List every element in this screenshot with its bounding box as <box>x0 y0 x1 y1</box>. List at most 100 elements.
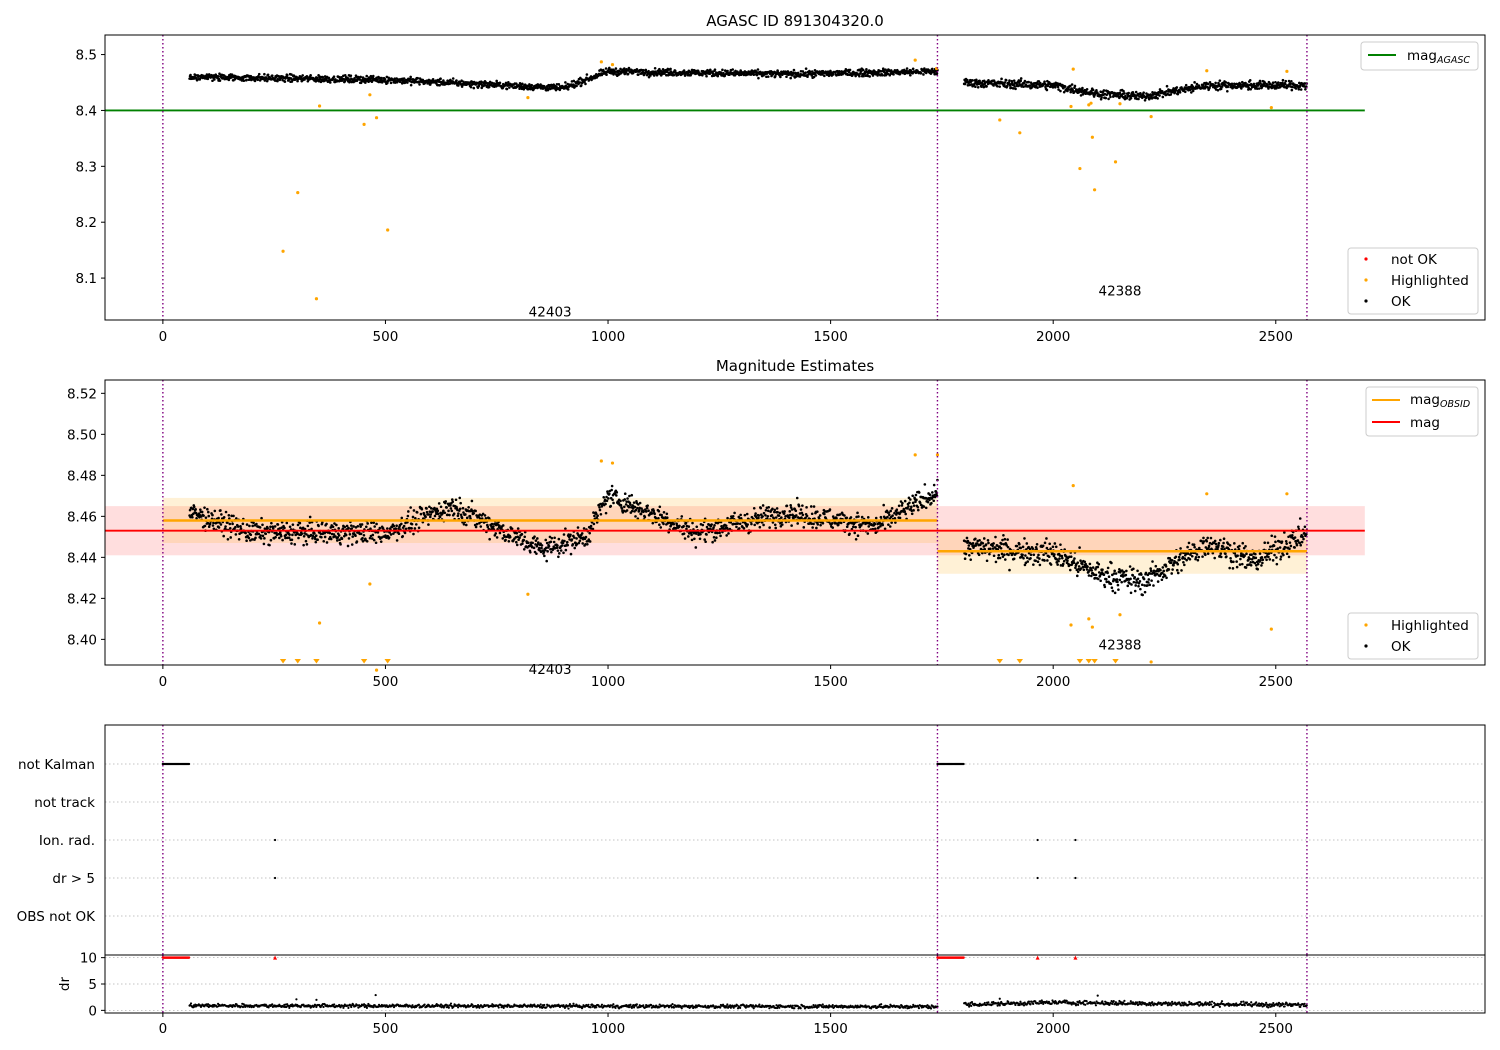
ok-point <box>371 74 375 78</box>
ok-point <box>522 548 526 551</box>
ok-point <box>933 495 937 499</box>
ok-point <box>601 68 605 72</box>
ok-point <box>860 515 864 519</box>
ok-point <box>219 523 223 526</box>
ok-point <box>1061 556 1064 560</box>
ok-point <box>605 499 609 503</box>
ok-point <box>1191 85 1195 88</box>
ok-point <box>706 527 710 531</box>
highlighted-point <box>1205 69 1209 73</box>
ok-point <box>195 76 198 80</box>
ok-point <box>1038 563 1042 567</box>
ok-point <box>350 524 353 527</box>
ok-point <box>1271 559 1275 562</box>
ok-point <box>1073 84 1077 88</box>
ok-point <box>464 523 468 527</box>
ok-point <box>1104 577 1108 581</box>
ok-point <box>319 75 322 79</box>
highlighted-below-marker <box>996 659 1003 664</box>
ok-point <box>1165 84 1169 88</box>
ok-point <box>883 527 887 531</box>
ok-point <box>638 501 642 505</box>
ok-point <box>436 509 440 513</box>
ok-point <box>462 522 466 526</box>
ok-point <box>1022 557 1025 560</box>
ok-point <box>888 525 892 528</box>
y-tick-label: 8.1 <box>76 271 97 287</box>
ok-point <box>1171 568 1174 571</box>
ok-point <box>1282 553 1285 557</box>
highlighted-point <box>1069 623 1073 627</box>
ok-point <box>1019 77 1023 80</box>
ok-point <box>213 509 217 513</box>
ok-point <box>296 532 299 535</box>
ok-point <box>1109 582 1113 586</box>
highlighted-point <box>1205 492 1209 496</box>
ok-point <box>1165 576 1168 580</box>
ok-point <box>354 534 357 537</box>
ok-point <box>1007 553 1010 557</box>
ok-point <box>1281 81 1284 85</box>
ok-point <box>251 524 254 528</box>
ok-point <box>516 527 520 530</box>
ok-point <box>447 509 450 513</box>
ok-point <box>1068 84 1072 88</box>
ok-point <box>1231 567 1235 570</box>
ok-point <box>669 67 672 71</box>
ok-point <box>1250 557 1254 561</box>
ok-point <box>589 524 593 528</box>
ok-point <box>212 521 215 525</box>
ok-point <box>247 536 251 540</box>
ok-point <box>859 70 863 73</box>
ok-point <box>716 531 719 535</box>
ok-point <box>1139 587 1142 591</box>
highlighted-point <box>374 116 379 120</box>
ok-point <box>436 512 440 516</box>
ok-point <box>1134 90 1138 94</box>
ok-point <box>1283 531 1286 534</box>
ok-point <box>705 525 709 529</box>
y-tick-label: 8.4 <box>76 103 97 119</box>
ok-point <box>742 527 746 530</box>
ok-point <box>1249 564 1253 567</box>
ok-point <box>291 523 295 526</box>
ok-point <box>1290 88 1294 92</box>
ok-point <box>266 526 269 530</box>
ok-point <box>1034 559 1037 563</box>
ok-point <box>1174 555 1178 559</box>
highlighted-point <box>1078 166 1082 171</box>
ok-point <box>1274 80 1277 84</box>
ok-point <box>376 531 380 534</box>
ok-point <box>279 534 283 538</box>
ok-point <box>510 527 514 530</box>
ok-point <box>501 86 505 90</box>
ok-point <box>756 521 759 525</box>
ok-point <box>424 515 427 519</box>
ok-point <box>338 75 341 79</box>
ok-point <box>388 531 391 534</box>
ok-point <box>632 501 636 504</box>
ok-point <box>1026 560 1030 563</box>
ok-point <box>287 536 291 540</box>
highlighted-point <box>1118 102 1122 106</box>
ok-point <box>659 526 663 529</box>
panel-agasc-content <box>105 35 1365 320</box>
ok-point <box>682 524 685 528</box>
ok-point <box>1134 584 1137 587</box>
ok-point <box>539 83 542 86</box>
ok-point <box>604 511 608 515</box>
ok-point <box>624 503 628 506</box>
ok-point <box>1224 81 1228 84</box>
ok-point <box>736 522 740 525</box>
ok-point <box>593 514 596 518</box>
highlighted-point <box>1071 67 1075 71</box>
highlighted-point <box>526 95 530 100</box>
ok-point <box>582 527 586 530</box>
ok-point <box>300 532 304 536</box>
ok-point <box>853 531 857 535</box>
highlighted-point <box>1071 483 1075 488</box>
ok-point <box>504 81 508 85</box>
ok-point <box>1027 80 1030 84</box>
ok-point <box>592 522 596 526</box>
ok-point <box>413 527 417 530</box>
